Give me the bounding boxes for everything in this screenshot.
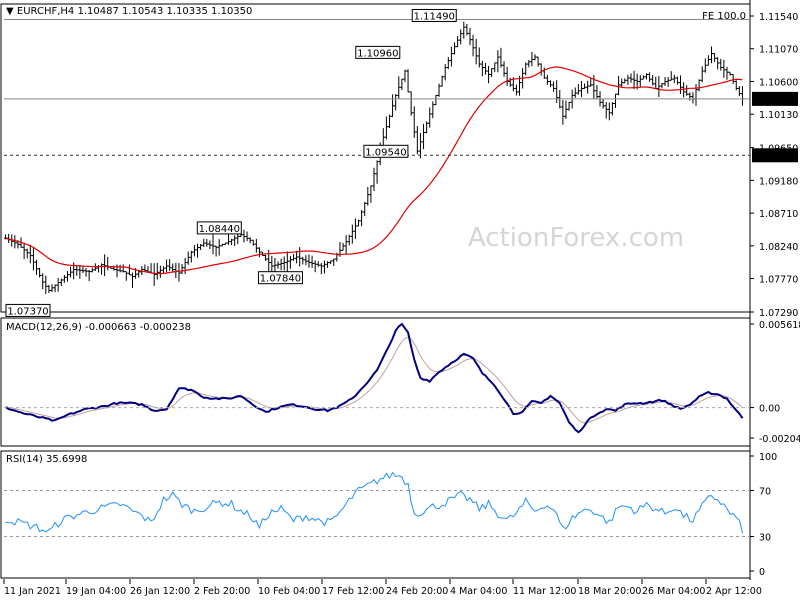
annotation-label-1.10960: 1.10960 xyxy=(357,48,398,59)
price-tick-label: 1.11540 xyxy=(759,12,798,23)
current-price-tag: 1.10350 xyxy=(758,95,797,106)
annotation-box xyxy=(411,8,457,22)
annotation-label-1.07370: 1.07370 xyxy=(7,306,48,317)
time-tick-label: 18 Mar 20:00 xyxy=(578,586,641,597)
macd-main-line xyxy=(4,322,744,434)
price-tick-label: 1.09180 xyxy=(759,176,798,187)
annotation-box xyxy=(355,45,401,59)
annotation-label-1.08440: 1.08440 xyxy=(199,224,240,235)
time-tick-label: 11 Mar 12:00 xyxy=(513,586,576,597)
macd-tick-label: -0.002046 xyxy=(759,434,800,445)
annotation-box xyxy=(257,271,303,285)
macd-tick-label: 0.005618 xyxy=(759,320,800,331)
price-tick-label: 1.10130 xyxy=(759,110,798,121)
level-price-tag: 1.09540 xyxy=(758,151,797,162)
price-tick-label: 1.11070 xyxy=(759,45,798,56)
price-tick-label: 1.08710 xyxy=(759,209,798,220)
time-tick-label: 2 Feb 20:00 xyxy=(194,586,250,597)
price-tick-label: 1.07770 xyxy=(759,275,798,286)
time-tick-label: 11 Jan 2021 xyxy=(4,586,61,597)
price-tick-label: 1.10600 xyxy=(759,77,798,88)
annotation-label-1.07840: 1.07840 xyxy=(260,274,301,285)
rsi-panel-title: RSI(14) 35.6998 xyxy=(6,454,87,465)
rsi-tick-label: 100 xyxy=(759,452,777,463)
macd-tick-label: 0.00 xyxy=(759,404,780,415)
moving-average-line xyxy=(5,66,743,275)
annotation-label-1.11490: 1.11490 xyxy=(414,11,455,22)
time-tick-label: 10 Feb 04:00 xyxy=(258,586,320,597)
rsi-tick-label: 70 xyxy=(759,487,771,498)
time-tick-label: 24 Feb 20:00 xyxy=(386,586,448,597)
macd-signal-line xyxy=(5,336,743,424)
rsi-tick-label: 30 xyxy=(759,533,771,544)
time-tick-label: 26 Mar 04:00 xyxy=(642,586,705,597)
fe-level-label: FE 100.0 xyxy=(702,11,746,22)
macd-panel-frame xyxy=(0,317,751,447)
time-tick-label: 2 Apr 12:00 xyxy=(706,586,762,597)
level-price-tag-bg xyxy=(752,148,798,163)
annotation-box xyxy=(196,221,242,235)
watermark: ActionForex.com xyxy=(468,223,684,253)
price-panel-title: ▼ EURCHF,H4 1.10487 1.10543 1.10335 1.10… xyxy=(6,6,252,17)
rsi-line xyxy=(5,471,743,534)
time-tick-label: 19 Jan 04:00 xyxy=(66,586,126,597)
price-tick-label: 1.07290 xyxy=(759,308,798,319)
annotation-box xyxy=(5,303,51,317)
annotation-box xyxy=(363,144,409,158)
time-tick-label: 4 Mar 04:00 xyxy=(450,586,507,597)
time-tick-label: 26 Jan 12:00 xyxy=(130,586,190,597)
macd-panel-title: MACD(12,26,9) -0.000663 -0.000238 xyxy=(6,322,191,333)
annotation-label-1.09540: 1.09540 xyxy=(365,147,406,158)
time-tick-label: 17 Feb 12:00 xyxy=(322,586,384,597)
current-price-tag-bg xyxy=(752,91,798,106)
rsi-panel-frame xyxy=(0,450,751,579)
rsi-tick-label: 0 xyxy=(759,567,765,578)
price-tick-label: 1.08240 xyxy=(759,242,798,253)
